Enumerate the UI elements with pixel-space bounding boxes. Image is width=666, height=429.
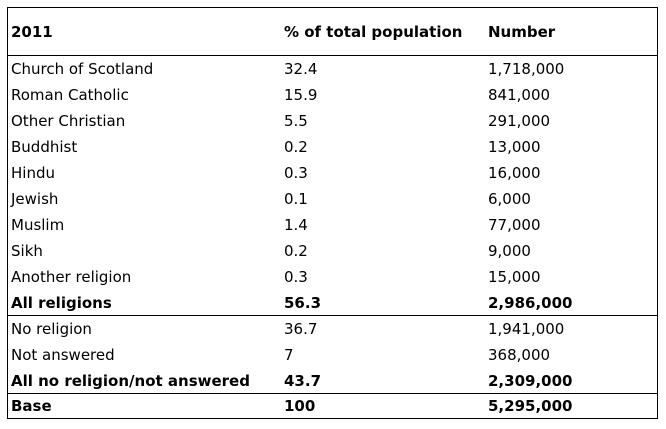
table-row: Sikh 0.2 9,000 (8, 238, 657, 264)
table-row: Another religion 0.3 15,000 (8, 264, 657, 290)
religion-name: Jewish (11, 190, 59, 208)
category-percent: 7 (284, 346, 294, 364)
no-religion-total-row: All no religion/not answered 43.7 2,309,… (8, 368, 657, 394)
religion-name: Hindu (11, 164, 55, 182)
total-number: 2,986,000 (488, 294, 573, 312)
religion-percent: 32.4 (284, 60, 318, 78)
total-label: All no religion/not answered (11, 372, 250, 390)
religion-number: 16,000 (488, 164, 541, 182)
table-row: Not answered 7 368,000 (8, 342, 657, 368)
religion-name: Buddhist (11, 138, 78, 156)
table-row: Roman Catholic 15.9 841,000 (8, 82, 657, 108)
table-row: Jewish 0.1 6,000 (8, 186, 657, 212)
category-name: No religion (11, 320, 92, 338)
religion-number: 6,000 (488, 190, 531, 208)
religion-number: 13,000 (488, 138, 541, 156)
total-percent: 43.7 (284, 372, 322, 390)
base-label: Base (11, 397, 52, 415)
header-year: 2011 (11, 23, 53, 41)
religion-name: Sikh (11, 242, 43, 260)
religion-percent: 0.2 (284, 138, 308, 156)
religion-name: Other Christian (11, 112, 126, 130)
table-row: Muslim 1.4 77,000 (8, 212, 657, 238)
header-percent: % of total population (284, 23, 463, 41)
total-number: 2,309,000 (488, 372, 573, 390)
category-percent: 36.7 (284, 320, 318, 338)
religion-percent: 0.2 (284, 242, 308, 260)
religion-table: 2011 % of total population Number Church… (7, 7, 658, 419)
table-row: Other Christian 5.5 291,000 (8, 108, 657, 134)
religion-percent: 0.3 (284, 164, 308, 182)
religion-percent: 15.9 (284, 86, 318, 104)
religion-percent: 0.3 (284, 268, 308, 286)
table-row: Buddhist 0.2 13,000 (8, 134, 657, 160)
header-divider (8, 55, 657, 56)
religion-percent: 5.5 (284, 112, 308, 130)
religion-name: Muslim (11, 216, 65, 234)
religion-percent: 0.1 (284, 190, 308, 208)
total-percent: 56.3 (284, 294, 322, 312)
total-label: All religions (11, 294, 112, 312)
religion-number: 1,718,000 (488, 60, 565, 78)
religion-number: 841,000 (488, 86, 551, 104)
base-row: Base 100 5,295,000 (8, 393, 657, 419)
category-number: 368,000 (488, 346, 551, 364)
table-header-row: 2011 % of total population Number (8, 19, 657, 57)
religion-percent: 1.4 (284, 216, 308, 234)
all-religions-total-row: All religions 56.3 2,986,000 (8, 290, 657, 316)
religion-number: 291,000 (488, 112, 551, 130)
base-number: 5,295,000 (488, 397, 573, 415)
religion-name: Roman Catholic (11, 86, 129, 104)
category-name: Not answered (11, 346, 115, 364)
religion-number: 77,000 (488, 216, 541, 234)
religion-name: Church of Scotland (11, 60, 154, 78)
religion-number: 9,000 (488, 242, 531, 260)
table-row: Hindu 0.3 16,000 (8, 160, 657, 186)
base-percent: 100 (284, 397, 316, 415)
religion-number: 15,000 (488, 268, 541, 286)
header-number: Number (488, 23, 556, 41)
table-row: No religion 36.7 1,941,000 (8, 316, 657, 342)
religion-name: Another religion (11, 268, 132, 286)
table-row: Church of Scotland 32.4 1,718,000 (8, 56, 657, 82)
category-number: 1,941,000 (488, 320, 565, 338)
section-divider (8, 315, 657, 316)
base-divider (8, 393, 657, 394)
